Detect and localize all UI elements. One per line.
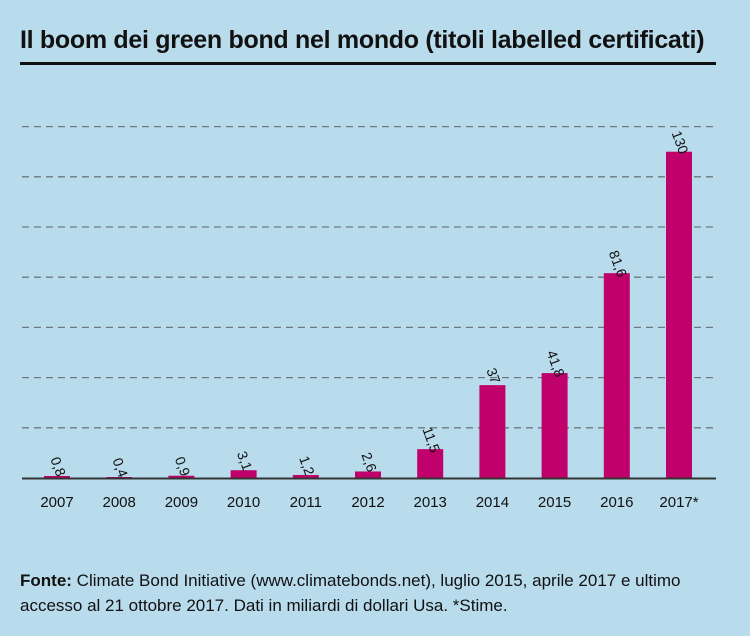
bar bbox=[106, 476, 133, 478]
bar bbox=[44, 475, 70, 478]
bar-value-label: 130 bbox=[669, 129, 692, 157]
bar bbox=[666, 151, 692, 478]
x-tick-label: 2007 bbox=[40, 494, 73, 511]
bar bbox=[355, 471, 381, 478]
bar bbox=[230, 470, 257, 478]
bar bbox=[168, 475, 195, 478]
source-text: Climate Bond Initiative (www.climatebond… bbox=[20, 571, 681, 615]
x-tick-label: 2012 bbox=[351, 494, 384, 511]
x-tick-label: 2008 bbox=[103, 494, 136, 511]
x-tick-label: 2016 bbox=[600, 494, 633, 511]
x-tick-label: 2009 bbox=[165, 494, 198, 511]
bar bbox=[292, 474, 319, 478]
bar-chart: 0,8 2007 0,4 2008 0,9 2009 3,1 2010 1,2 2011 2,6 20… bbox=[22, 125, 716, 511]
source-label: Fonte: bbox=[20, 571, 72, 590]
x-tick-label: 2013 bbox=[414, 494, 447, 511]
bar-value-label: 0,8 bbox=[47, 455, 69, 479]
bar-value-label: 0,9 bbox=[172, 454, 194, 478]
bar-value-label: 37 bbox=[483, 366, 503, 386]
bar-value-label: 2,6 bbox=[358, 450, 380, 474]
x-tick-label: 2011 bbox=[290, 494, 322, 511]
chart-title: Il boom dei green bond nel mondo (titoli… bbox=[20, 26, 705, 54]
source-note: Fonte: Climate Bond Initiative (www.clim… bbox=[20, 568, 730, 618]
bar-value-label: 3,1 bbox=[234, 449, 256, 473]
bar bbox=[417, 449, 444, 478]
x-tick-label: 2014 bbox=[476, 494, 509, 511]
bar-value-label: 0,4 bbox=[110, 456, 132, 480]
bar-value-label: 1,2 bbox=[296, 454, 318, 478]
x-tick-label: 2017* bbox=[659, 494, 698, 511]
title-divider bbox=[20, 62, 716, 65]
bar bbox=[479, 385, 506, 478]
x-tick-label: 2010 bbox=[227, 494, 260, 511]
bar bbox=[603, 273, 630, 478]
bar bbox=[541, 373, 568, 478]
x-tick-label: 2015 bbox=[538, 494, 571, 511]
